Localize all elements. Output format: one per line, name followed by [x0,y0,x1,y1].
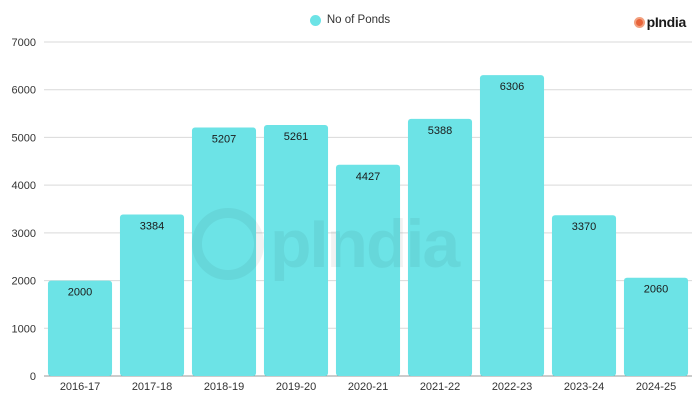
bar-value-label: 5261 [284,131,308,143]
bar [335,164,401,376]
bar [479,75,545,377]
legend: No of Ponds [0,14,700,26]
bar-value-label: 2000 [68,287,92,299]
legend-label: No of Ponds [326,14,391,26]
y-tick-label: 2000 [12,276,36,288]
bar [263,124,329,376]
y-tick-label: 1000 [12,323,36,335]
bar [407,118,473,376]
x-tick-label: 2018-19 [204,381,244,393]
x-tick-label: 2016-17 [60,381,100,393]
legend-swatch [309,14,321,26]
y-tick-label: 5000 [12,132,36,144]
brand-logo: pIndia [633,14,687,30]
y-tick-label: 6000 [12,85,36,97]
brand-mark-icon [633,16,645,28]
bar-value-label: 2060 [644,284,668,296]
bar [191,127,257,376]
bar-value-label: 3370 [572,221,596,233]
x-tick-label: 2019-20 [276,381,316,393]
bar-value-label: 3384 [140,221,164,233]
x-tick-label: 2022-23 [492,381,532,393]
bar [623,277,689,376]
bar [551,215,617,376]
brand-name: pIndia [646,14,687,30]
x-tick-label: 2024-25 [636,381,676,393]
bar [47,280,113,376]
y-tick-label: 7000 [12,37,36,49]
y-tick-label: 3000 [12,228,36,240]
x-tick-label: 2017-18 [132,381,172,393]
bar-value-label: 6306 [500,81,524,93]
x-tick-label: 2023-24 [564,381,604,393]
bar-value-label: 4427 [356,171,380,183]
bar-value-label: 5388 [428,125,452,137]
bar [119,214,185,376]
x-tick-label: 2021-22 [420,381,460,393]
y-tick-label: 0 [30,371,36,383]
bar-value-label: 5207 [212,134,236,146]
y-tick-label: 4000 [12,180,36,192]
x-tick-label: 2020-21 [348,381,388,393]
